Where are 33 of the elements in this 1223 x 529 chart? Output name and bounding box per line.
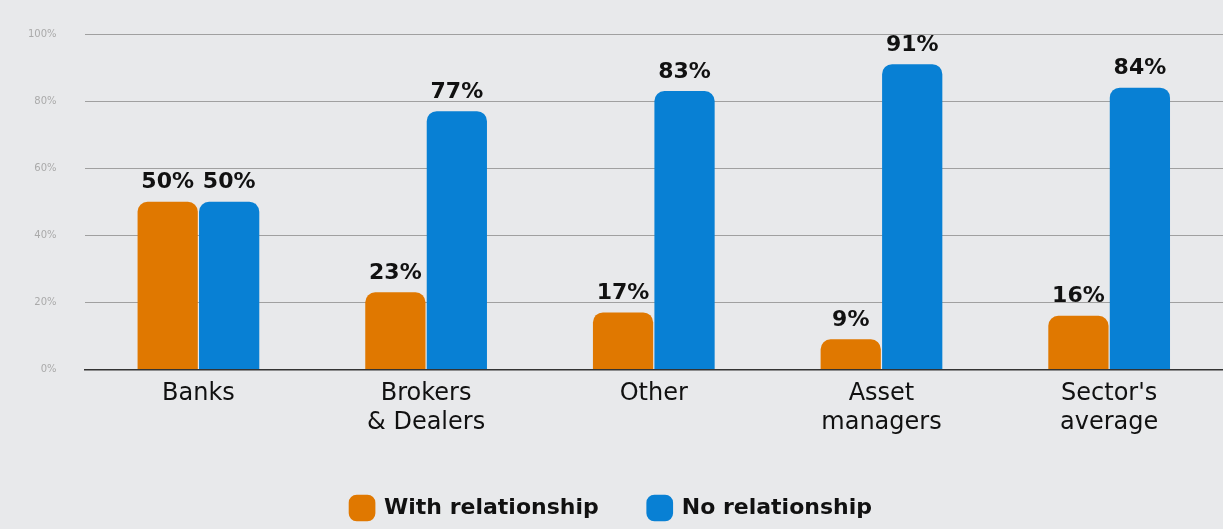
y-tick-label: 40% bbox=[34, 228, 57, 240]
data-label: 83% bbox=[658, 57, 711, 83]
x-tick-label: Brokers & Dealers bbox=[367, 378, 486, 435]
bar bbox=[199, 201, 260, 369]
bar bbox=[654, 91, 715, 369]
bar bbox=[137, 201, 198, 369]
bar bbox=[1048, 315, 1109, 369]
data-label: 9% bbox=[832, 305, 870, 331]
data-label: 91% bbox=[885, 30, 939, 56]
data-label: 23% bbox=[369, 258, 422, 284]
data-label: 50% bbox=[202, 168, 256, 194]
data-label: 77% bbox=[430, 77, 484, 103]
x-tick-label: Asset managers bbox=[821, 378, 942, 435]
y-tick-label: 20% bbox=[34, 295, 57, 307]
y-tick-label: 0% bbox=[40, 362, 57, 374]
bar bbox=[426, 111, 487, 369]
data-label: 16% bbox=[1052, 282, 1105, 308]
y-tick-label: 60% bbox=[34, 161, 57, 173]
bar bbox=[820, 339, 881, 369]
data-label: 50% bbox=[141, 168, 195, 194]
x-tick-label: Banks bbox=[162, 378, 235, 407]
bar bbox=[365, 292, 426, 369]
y-tick-label: 100% bbox=[28, 27, 57, 39]
bar bbox=[882, 64, 943, 369]
y-tick-label: 80% bbox=[34, 94, 57, 106]
bar bbox=[1109, 87, 1171, 369]
legend-label: No relationship bbox=[681, 493, 872, 519]
x-tick-label: Sector's average bbox=[1060, 378, 1159, 435]
legend-label: With relationship bbox=[384, 493, 599, 519]
x-tick-label: Other bbox=[619, 378, 688, 407]
data-label: 84% bbox=[1113, 54, 1167, 80]
bar bbox=[592, 312, 654, 369]
data-label: 17% bbox=[596, 279, 650, 305]
